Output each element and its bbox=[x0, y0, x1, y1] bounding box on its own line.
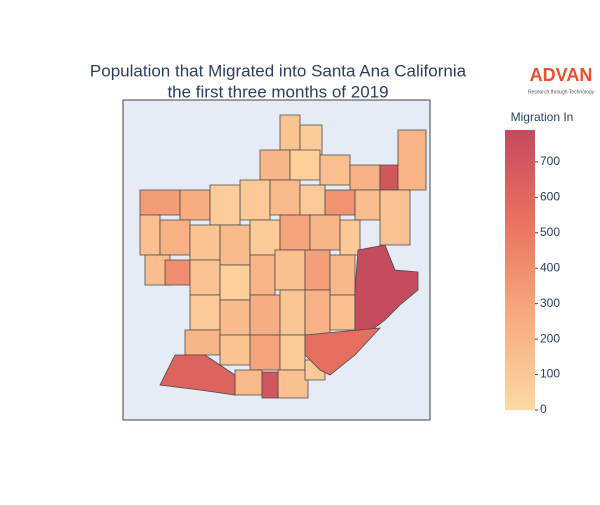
logo: ADVAN bbox=[530, 65, 593, 85]
region bbox=[209, 184, 241, 226]
region bbox=[139, 214, 161, 256]
region bbox=[159, 219, 191, 256]
region bbox=[304, 327, 382, 376]
region bbox=[304, 249, 331, 291]
region bbox=[319, 154, 351, 186]
colorbar-tick-label: 400 bbox=[540, 260, 560, 274]
region bbox=[219, 334, 251, 366]
region bbox=[329, 294, 356, 331]
region bbox=[139, 189, 181, 216]
colorbar-tick-label: 100 bbox=[540, 367, 560, 381]
colorbar-title: Migration In bbox=[511, 110, 574, 124]
colorbar-tick-label: 300 bbox=[540, 296, 560, 310]
region bbox=[379, 164, 399, 191]
region bbox=[279, 289, 306, 336]
region bbox=[304, 289, 331, 336]
region bbox=[239, 179, 271, 221]
region bbox=[277, 369, 309, 399]
colorbar-tick-label: 700 bbox=[540, 154, 560, 168]
region bbox=[324, 189, 356, 216]
region bbox=[397, 129, 427, 191]
region bbox=[379, 189, 411, 246]
region bbox=[269, 179, 301, 216]
region bbox=[279, 214, 311, 251]
region bbox=[164, 259, 191, 286]
region bbox=[159, 354, 236, 396]
region bbox=[354, 244, 419, 336]
title-line: Population that Migrated into Santa Ana … bbox=[90, 61, 467, 80]
region bbox=[234, 369, 263, 396]
region bbox=[339, 219, 361, 256]
region bbox=[309, 214, 341, 251]
region bbox=[261, 371, 279, 399]
region bbox=[279, 114, 301, 151]
region bbox=[219, 264, 251, 301]
region bbox=[259, 149, 291, 181]
colorbar-tick-label: 0 bbox=[540, 402, 547, 416]
region bbox=[189, 259, 221, 296]
region bbox=[219, 224, 251, 266]
region bbox=[274, 249, 306, 291]
colorbar bbox=[505, 130, 535, 410]
region bbox=[249, 254, 276, 296]
region bbox=[184, 329, 221, 356]
region bbox=[219, 299, 251, 336]
colorbar-tick-label: 600 bbox=[540, 190, 560, 204]
title-line: the first three months of 2019 bbox=[167, 82, 388, 101]
region bbox=[354, 189, 381, 221]
region bbox=[279, 334, 306, 371]
region bbox=[189, 224, 221, 261]
region bbox=[179, 189, 211, 221]
region bbox=[249, 334, 281, 371]
logo-tagline: Research through Technology bbox=[528, 89, 595, 95]
colorbar-tick-label: 200 bbox=[540, 331, 560, 345]
region bbox=[249, 294, 281, 336]
region bbox=[349, 164, 381, 191]
region bbox=[299, 184, 326, 216]
region bbox=[189, 294, 221, 331]
region bbox=[329, 254, 356, 296]
region bbox=[289, 149, 321, 181]
colorbar-tick-label: 500 bbox=[540, 225, 560, 239]
